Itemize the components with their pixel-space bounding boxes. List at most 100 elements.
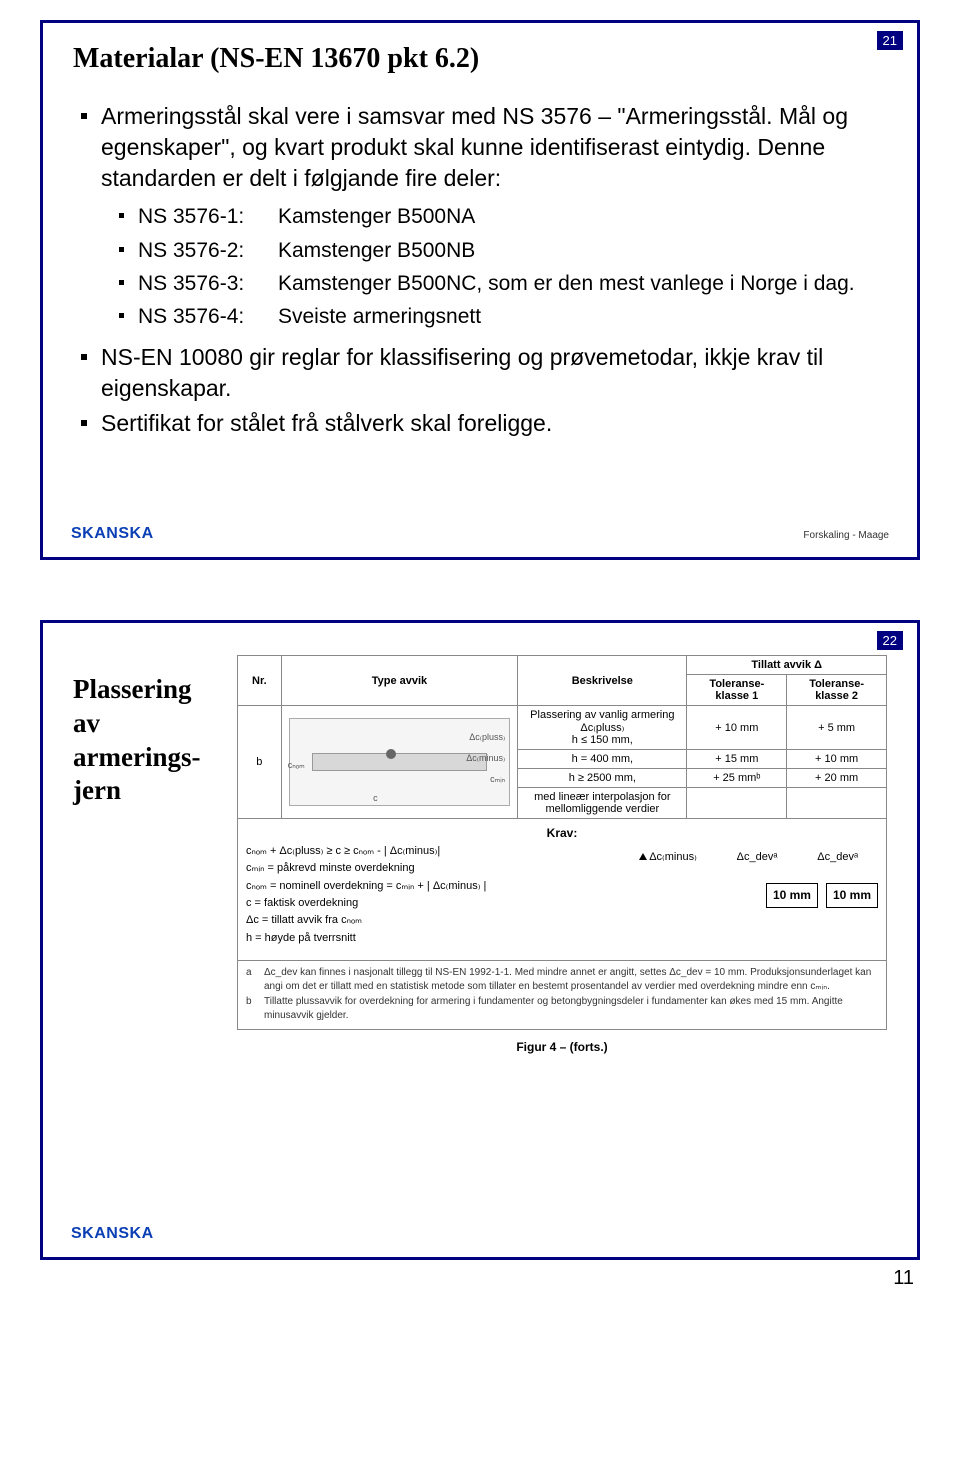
bullet-item: Sertifikat for stålet frå stålverk skal … xyxy=(73,408,887,439)
page-number: 11 xyxy=(893,1267,914,1290)
krav-line: cₙₒₘ + Δc₍pluss₎ ≥ c ≥ cₙₒₘ - | Δc₍minus… xyxy=(246,844,609,859)
sub-key: NS 3576-3: xyxy=(138,269,278,298)
footer-text: Forskaling - Maage xyxy=(803,530,889,541)
arrow-up-icon xyxy=(639,853,647,860)
sub-key: NS 3576-4: xyxy=(138,302,278,331)
title-line: jern xyxy=(73,775,121,805)
krav-line: c = faktisk overdekning xyxy=(246,896,609,911)
sub-val: Kamstenger B500NC, som er den mest vanle… xyxy=(278,269,887,298)
figure-caption: Figur 4 – (forts.) xyxy=(237,1040,887,1054)
krav-title: Krav: xyxy=(246,825,878,842)
bullet-dot xyxy=(119,313,124,318)
slide-body: Plassering av armerings- jern Nr. Type a… xyxy=(73,649,887,1054)
footnote-a: a Δc_dev kan finnes i nasjonalt tillegg … xyxy=(246,966,878,993)
skanska-logo: SKANSKA xyxy=(71,523,181,543)
sym: Δc_devᵃ xyxy=(817,850,858,865)
svg-text:SKANSKA: SKANSKA xyxy=(71,525,154,542)
sub-val: Sveiste armeringsnett xyxy=(278,302,887,331)
sym: Δc_devᵃ xyxy=(737,850,778,865)
krav-line: h = høyde på tverrsnitt xyxy=(246,931,609,946)
bullet-item: NS-EN 10080 gir reglar for klassifiserin… xyxy=(73,342,887,404)
sub-bullet: NS 3576-4: Sveiste armeringsnett xyxy=(119,302,887,331)
cell-t1: + 15 mm xyxy=(687,750,787,769)
sub-bullet-list: NS 3576-1: Kamstenger B500NA NS 3576-2: … xyxy=(119,202,887,332)
lbl-c: c xyxy=(373,793,378,803)
krav-right-header: Δc₍minus₎ Δc_devᵃ Δc_devᵃ xyxy=(619,850,878,865)
table-header-row: Nr. Type avvik Beskrivelse Tillatt avvik… xyxy=(238,656,887,675)
note-text: Tillatte plussavvik for overdekning for … xyxy=(264,995,878,1022)
sub-val: Kamstenger B500NA xyxy=(278,202,887,231)
lbl-dcpluss: Δc₍pluss₎ xyxy=(469,732,505,743)
sub-bullet: NS 3576-2: Kamstenger B500NB xyxy=(119,236,887,265)
tolerance-table: Nr. Type avvik Beskrivelse Tillatt avvik… xyxy=(237,655,887,819)
th-type: Type avvik xyxy=(281,656,518,706)
th-tol2: Toleranse- klasse 2 xyxy=(787,675,887,706)
note-tag: a xyxy=(246,966,258,993)
slab-shape xyxy=(312,753,488,770)
slide-title: Plassering av armerings- jern xyxy=(73,673,223,808)
sub-bullet: NS 3576-3: Kamstenger B500NC, som er den… xyxy=(119,269,887,298)
title-line: av xyxy=(73,708,100,738)
krav-line: cₙₒₘ = nominell overdekning = cₘᵢₙ + | Δ… xyxy=(246,879,609,894)
cond-line: h = 400 mm, xyxy=(518,750,687,769)
bullet-text: Armeringsstål skal vere i samsvar med NS… xyxy=(101,101,887,194)
cell-empty xyxy=(687,788,787,819)
krav-left: cₙₒₘ + Δc₍pluss₎ ≥ c ≥ cₙₒₘ - | Δc₍minus… xyxy=(246,844,609,948)
lbl-cnom: cₙₒₘ xyxy=(288,760,305,771)
sub-key: NS 3576-1: xyxy=(138,202,278,231)
krav-right-boxes: 10 mm 10 mm xyxy=(619,883,878,908)
th-tillatt: Tillatt avvik Δ xyxy=(687,656,887,675)
bullet-dot xyxy=(81,113,87,119)
bullet-intro: Armeringsstål skal vere i samsvar med NS… xyxy=(73,101,887,194)
krav-right: Δc₍minus₎ Δc_devᵃ Δc_devᵃ 10 mm 10 mm xyxy=(619,844,878,948)
cell-t2: + 10 mm xyxy=(787,750,887,769)
cell-nr: b xyxy=(238,706,282,819)
cell-empty xyxy=(787,788,887,819)
cond-line: h ≤ 150 mm, xyxy=(523,734,681,746)
skanska-logo: SKANSKA xyxy=(71,1223,181,1243)
slide-left-title-block: Plassering av armerings- jern xyxy=(73,649,223,1054)
th-tol1: Toleranse- klasse 1 xyxy=(687,675,787,706)
slide-21: 21 Materialar (NS-EN 13670 pkt 6.2) Arme… xyxy=(40,20,920,560)
bullet-text: Sertifikat for stålet frå stålverk skal … xyxy=(101,408,552,439)
krav-line: cₘᵢₙ = påkrevd minste overdekning xyxy=(246,861,609,876)
th-nr: Nr. xyxy=(238,656,282,706)
bullet-dot xyxy=(119,280,124,285)
sub-val: Kamstenger B500NB xyxy=(278,236,887,265)
title-line: armerings- xyxy=(73,742,200,772)
table-row: b cₙₒₘ Δc₍pluss₎ Δc₍minus₎ cₘᵢₙ c xyxy=(238,706,887,750)
value-box: 10 mm xyxy=(826,883,878,908)
bullet-dot xyxy=(119,213,124,218)
sym-text: Δc₍minus₎ xyxy=(649,851,697,863)
bullet-text: NS-EN 10080 gir reglar for klassifiserin… xyxy=(101,342,887,404)
bullet-dot xyxy=(119,247,124,252)
value-box: 10 mm xyxy=(766,883,818,908)
cell-t2: + 5 mm xyxy=(787,706,887,750)
note-tag: b xyxy=(246,995,258,1022)
sym: Δc₍minus₎ xyxy=(639,850,697,865)
bullet-dot xyxy=(81,354,87,360)
lbl-cmin: cₘᵢₙ xyxy=(490,774,505,785)
slide-title: Materialar (NS-EN 13670 pkt 6.2) xyxy=(73,43,887,75)
cell-diagram: cₙₒₘ Δc₍pluss₎ Δc₍minus₎ cₘᵢₙ c xyxy=(281,706,518,819)
sub-key: NS 3576-2: xyxy=(138,236,278,265)
rebar-diagram: cₙₒₘ Δc₍pluss₎ Δc₍minus₎ cₘᵢₙ c xyxy=(289,718,511,806)
krav-line: Δc = tillatt avvik fra cₙₒₘ xyxy=(246,913,609,928)
slide-right-content: Nr. Type avvik Beskrivelse Tillatt avvik… xyxy=(237,649,887,1054)
footnote-b: b Tillatte plussavvik for overdekning fo… xyxy=(246,995,878,1022)
cell-t1: + 10 mm xyxy=(687,706,787,750)
footnotes: a Δc_dev kan finnes i nasjonalt tillegg … xyxy=(237,961,887,1030)
slide-number-badge: 22 xyxy=(877,631,903,650)
th-besk: Beskrivelse xyxy=(518,656,687,706)
cell-t1: + 25 mmᵇ xyxy=(687,769,787,788)
krav-box: Krav: cₙₒₘ + Δc₍pluss₎ ≥ c ≥ cₙₒₘ - | Δc… xyxy=(237,819,887,961)
lbl-dcminus: Δc₍minus₎ xyxy=(466,753,505,764)
cell-t2: + 20 mm xyxy=(787,769,887,788)
page: 21 Materialar (NS-EN 13670 pkt 6.2) Arme… xyxy=(0,0,960,1300)
svg-text:SKANSKA: SKANSKA xyxy=(71,1225,154,1242)
note-text: Δc_dev kan finnes i nasjonalt tillegg ti… xyxy=(264,966,878,993)
interp-text: med lineær interpolasjon for mellomligge… xyxy=(518,788,687,819)
slide-number-badge: 21 xyxy=(877,31,903,50)
besk-sym: Δc₍pluss₎ xyxy=(523,721,681,734)
bullet-dot xyxy=(81,420,87,426)
